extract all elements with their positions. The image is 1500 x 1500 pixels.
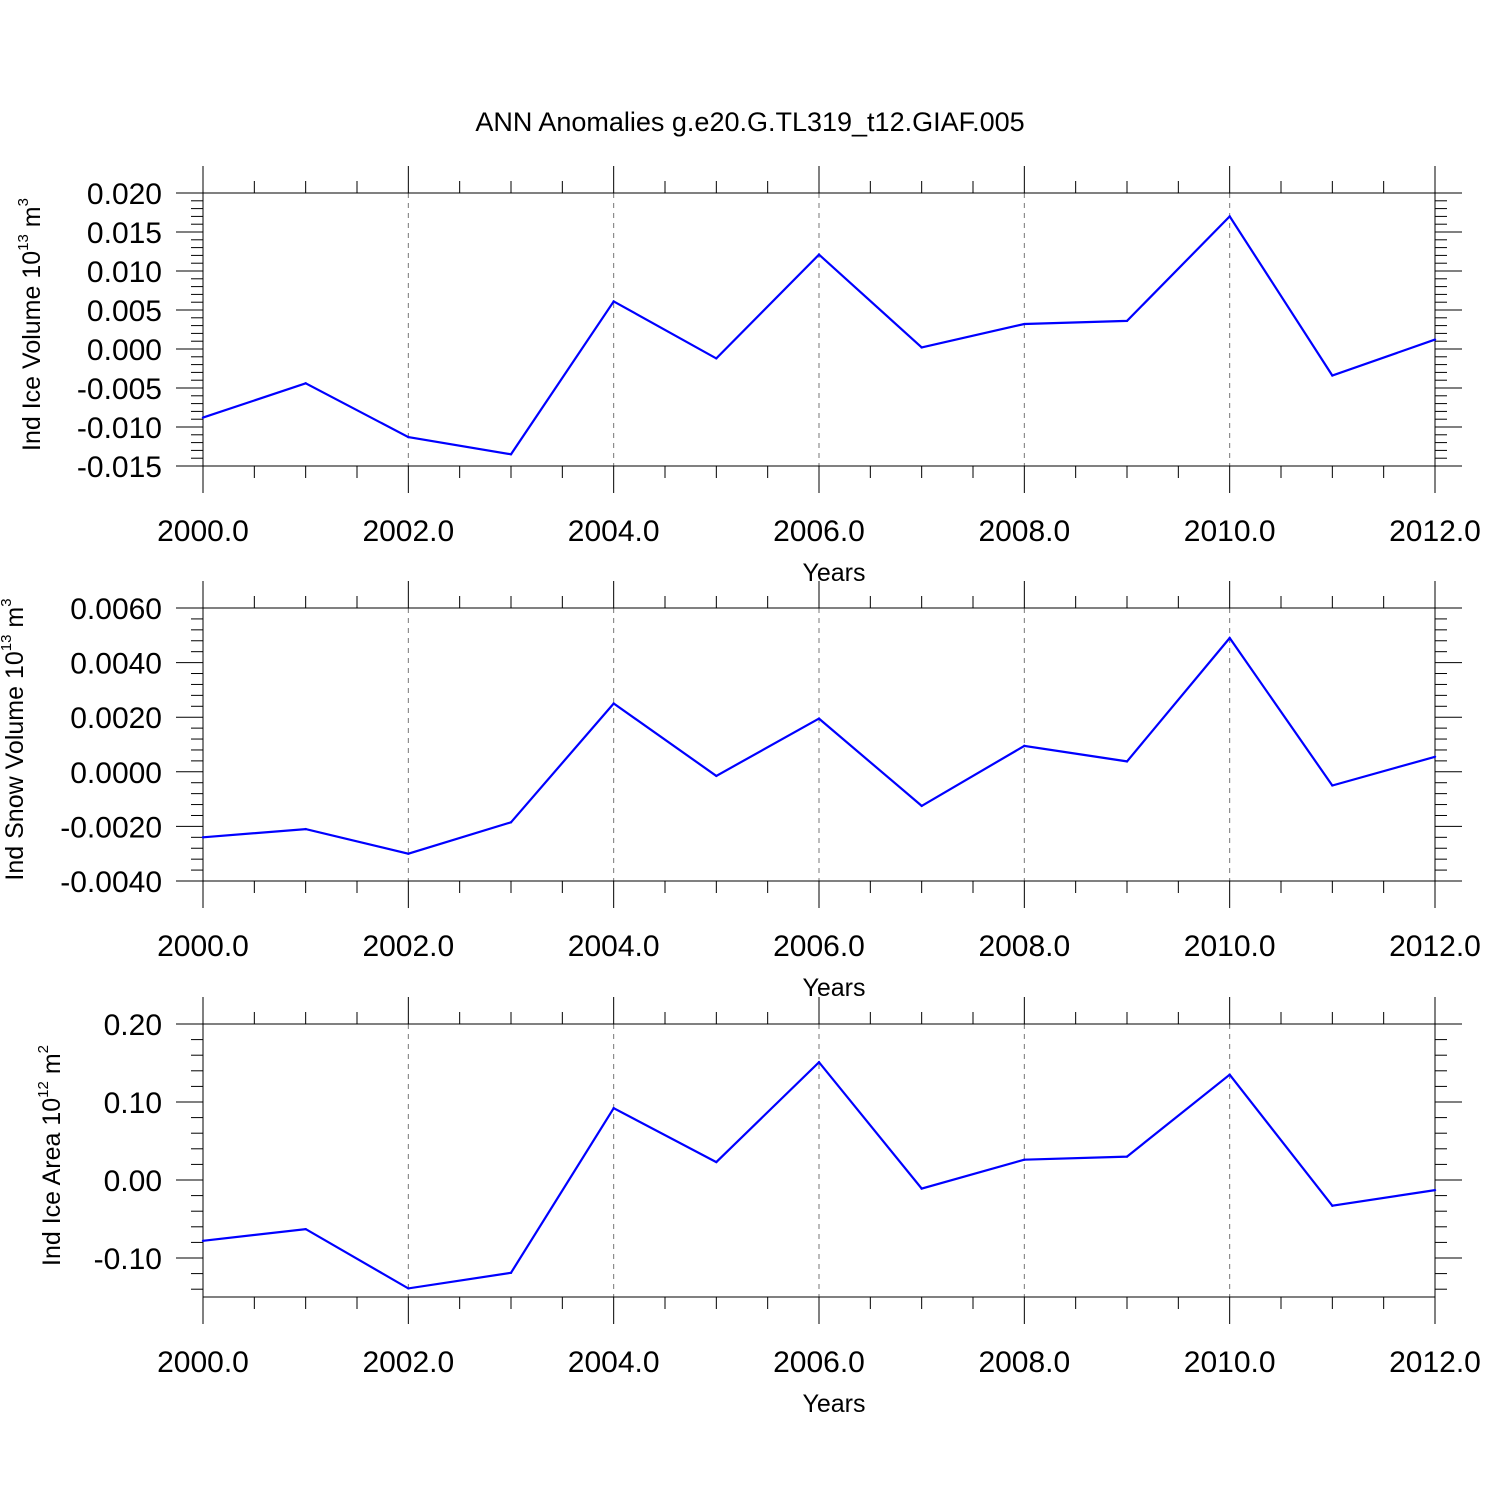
data-point xyxy=(201,416,205,419)
data-point xyxy=(1331,374,1334,377)
y-tick-label: -0.0020 xyxy=(60,811,162,844)
x-tick-label: 2008.0 xyxy=(978,515,1070,548)
panel-ice-area: -0.10 0.00 0.10 0.20 2000.0 2002.0 2004.0 2006.… xyxy=(35,997,1481,1418)
data-point xyxy=(1125,1155,1129,1158)
data-point xyxy=(1331,784,1334,787)
data-point xyxy=(817,253,821,256)
data-point xyxy=(1023,744,1026,748)
x-tick-label: 2012.0 xyxy=(1389,1346,1481,1379)
data-point xyxy=(1228,636,1231,640)
data-point xyxy=(201,1239,205,1243)
x-tick-label: 2012.0 xyxy=(1389,515,1481,548)
data-point xyxy=(1125,319,1129,323)
x-tick-label: 2000.0 xyxy=(157,515,249,548)
x-tick-label: 2004.0 xyxy=(568,930,660,963)
x-tick-label: 2000.0 xyxy=(157,930,249,963)
data-point xyxy=(920,804,923,808)
data-point xyxy=(920,346,923,349)
y-axis-label: Ind Snow Volume 1013 m3 xyxy=(0,598,29,880)
y-tick-label: -0.10 xyxy=(94,1243,162,1276)
data-point xyxy=(304,382,307,385)
y-tick-label: 0.0020 xyxy=(70,702,162,735)
x-axis-label: Years xyxy=(802,559,865,587)
data-point xyxy=(1228,1073,1231,1076)
x-tick-label: 2006.0 xyxy=(773,515,865,548)
y-tick-label: -0.015 xyxy=(77,451,162,484)
data-point xyxy=(407,435,410,439)
x-tick-label: 2008.0 xyxy=(978,930,1070,963)
y-tick-label: 0.020 xyxy=(87,178,162,211)
data-point xyxy=(1023,322,1026,326)
data-point xyxy=(817,717,821,720)
x-tick-label: 2008.0 xyxy=(978,1346,1070,1379)
y-axis-label: Ind Ice Area 1012 m2 xyxy=(35,1045,66,1266)
x-tick-label: 2010.0 xyxy=(1184,930,1276,963)
y-tick-label: 0.0040 xyxy=(70,648,162,681)
y-tick-label: -0.0040 xyxy=(60,866,162,899)
data-point xyxy=(1228,215,1231,218)
data-point xyxy=(817,1061,821,1064)
y-tick-label: 0.20 xyxy=(104,1009,162,1042)
y-tick-label: 0.00 xyxy=(104,1165,162,1198)
data-point xyxy=(407,1287,410,1290)
data-point xyxy=(509,1271,513,1275)
data-point xyxy=(304,1227,307,1231)
y-tick-label: 0.010 xyxy=(87,256,162,289)
x-tick-label: 2002.0 xyxy=(362,930,454,963)
data-point xyxy=(509,821,513,824)
y-tick-label: 0.015 xyxy=(87,217,162,250)
y-tick-label: 0.0000 xyxy=(70,757,162,790)
x-tick-label: 2010.0 xyxy=(1184,1346,1276,1379)
data-point xyxy=(612,1107,615,1110)
x-tick-label: 2004.0 xyxy=(568,515,660,548)
data-point xyxy=(1125,760,1129,763)
x-tick-label: 2002.0 xyxy=(362,1346,454,1379)
x-tick-label: 2006.0 xyxy=(773,1346,865,1379)
data-point xyxy=(715,774,718,778)
panel-ice-volume: -0.015 -0.010 -0.005 0.000 0.005 0.010 0.015 0.… xyxy=(15,166,1481,587)
data-point xyxy=(715,1160,718,1164)
data-point xyxy=(509,453,513,456)
x-tick-label: 2006.0 xyxy=(773,930,865,963)
panel-snow-volume: -0.0040 -0.0020 0.0000 0.0020 0.0040 0.0060 20… xyxy=(0,581,1481,1002)
y-axis-label: Ind Ice Volume 1013 m3 xyxy=(15,198,46,451)
x-axis-label: Years xyxy=(802,1390,865,1418)
data-point xyxy=(304,827,307,831)
y-tick-label: -0.005 xyxy=(77,373,162,406)
data-point xyxy=(612,300,615,303)
x-tick-label: 2012.0 xyxy=(1389,930,1481,963)
x-tick-label: 2002.0 xyxy=(362,515,454,548)
data-point xyxy=(407,852,410,855)
data-point xyxy=(612,702,615,705)
data-point xyxy=(1433,755,1437,758)
data-point xyxy=(1023,1158,1026,1161)
y-tick-label: 0.0060 xyxy=(70,593,162,626)
data-point xyxy=(1331,1204,1334,1207)
data-point xyxy=(1433,338,1437,341)
data-point xyxy=(1433,1188,1437,1192)
y-tick-label: 0.10 xyxy=(104,1087,162,1120)
x-tick-label: 2004.0 xyxy=(568,1346,660,1379)
x-tick-label: 2000.0 xyxy=(157,1346,249,1379)
data-point xyxy=(920,1187,923,1190)
y-tick-label: -0.010 xyxy=(77,412,162,445)
x-tick-label: 2010.0 xyxy=(1184,515,1276,548)
y-tick-label: 0.005 xyxy=(87,295,162,328)
y-tick-label: 0.000 xyxy=(87,334,162,367)
data-point xyxy=(715,357,718,360)
x-axis-label: Years xyxy=(802,974,865,1002)
figure-title: ANN Anomalies g.e20.G.TL319_t12.GIAF.005 xyxy=(475,107,1024,137)
data-point xyxy=(201,836,205,839)
